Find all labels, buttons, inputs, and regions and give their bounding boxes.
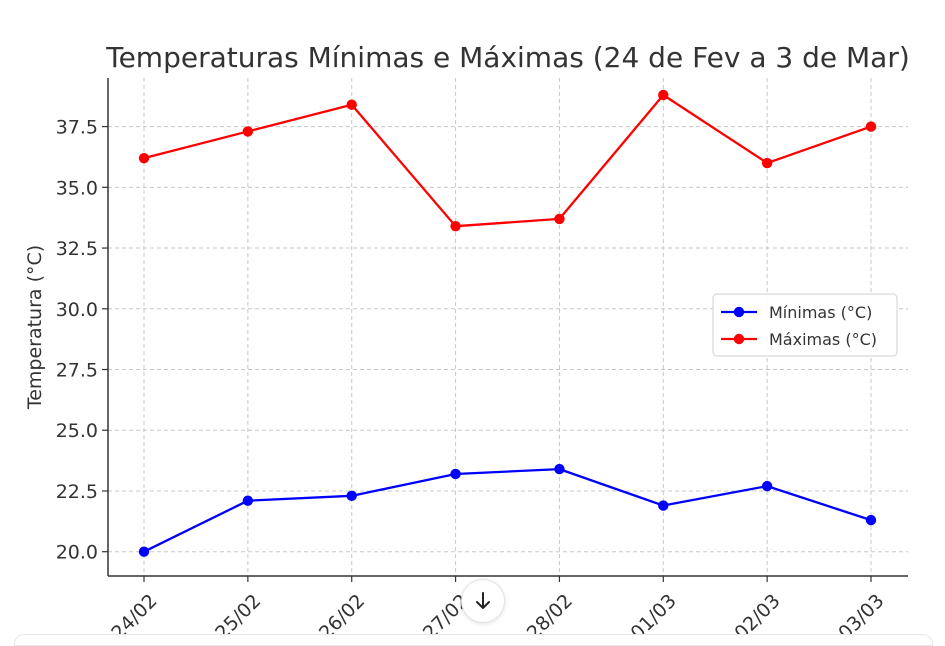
- data-point-series-1: [242, 126, 254, 137]
- data-point-series-0: [658, 500, 669, 511]
- legend-label-1: Máximas (°C): [769, 330, 877, 349]
- x-tick-label: 26/02: [315, 590, 369, 639]
- x-tick-label: 24/02: [107, 590, 161, 639]
- data-point-series-0: [138, 546, 150, 557]
- data-point-series-1: [346, 99, 357, 110]
- legend-box: [712, 293, 898, 357]
- data-point-series-1: [658, 89, 669, 101]
- data-point-series-0: [242, 495, 254, 506]
- x-tick-label: 02/03: [730, 590, 784, 639]
- y-axis-label: Temperatura (°C): [24, 245, 46, 410]
- axes: [107, 78, 908, 577]
- data-point-series-1: [450, 220, 461, 232]
- x-tick-label: 01/03: [627, 590, 681, 639]
- arrow-down-icon: [476, 592, 490, 609]
- y-tick-label: 32.5: [56, 238, 98, 260]
- x-tick-label: 25/02: [211, 590, 265, 639]
- data-point-series-0: [346, 490, 357, 502]
- scroll-down-button[interactable]: [461, 579, 505, 623]
- legend: Mínimas (°C) Máximas (°C): [712, 293, 898, 357]
- y-tick-label: 20.0: [56, 542, 98, 564]
- data-point-series-1: [138, 152, 150, 164]
- ticks: 24/02 25/02 26/02 27/02 28/02 01/03 02/03 03/03…: [56, 117, 889, 639]
- chat-input-edge: [14, 634, 933, 646]
- data-point-series-0: [761, 480, 773, 492]
- y-tick-label: 22.5: [56, 481, 98, 503]
- series-layer: [138, 89, 877, 557]
- y-tick-label: 35.0: [56, 177, 98, 199]
- legend-marker-0: [733, 306, 745, 318]
- x-tick-label: 03/03: [834, 590, 888, 639]
- y-tick-label: 30.0: [56, 299, 98, 321]
- series-line-0: [143, 467, 872, 553]
- y-tick-label: 25.0: [56, 420, 98, 442]
- data-point-series-1: [865, 121, 877, 132]
- y-tick-label: 37.5: [56, 117, 98, 139]
- legend-marker-1: [733, 333, 745, 345]
- data-point-series-0: [865, 514, 877, 526]
- chart-title: Temperaturas Mínimas e Máximas (24 de Fe…: [105, 41, 910, 74]
- data-point-series-1: [761, 157, 773, 169]
- y-tick-label: 27.5: [56, 360, 98, 382]
- data-point-series-1: [554, 213, 565, 225]
- x-tick-label: 28/02: [523, 590, 577, 639]
- data-point-series-0: [554, 463, 565, 475]
- legend-label-0: Mínimas (°C): [769, 303, 872, 322]
- series-line-1: [143, 93, 872, 228]
- data-point-series-0: [450, 468, 461, 480]
